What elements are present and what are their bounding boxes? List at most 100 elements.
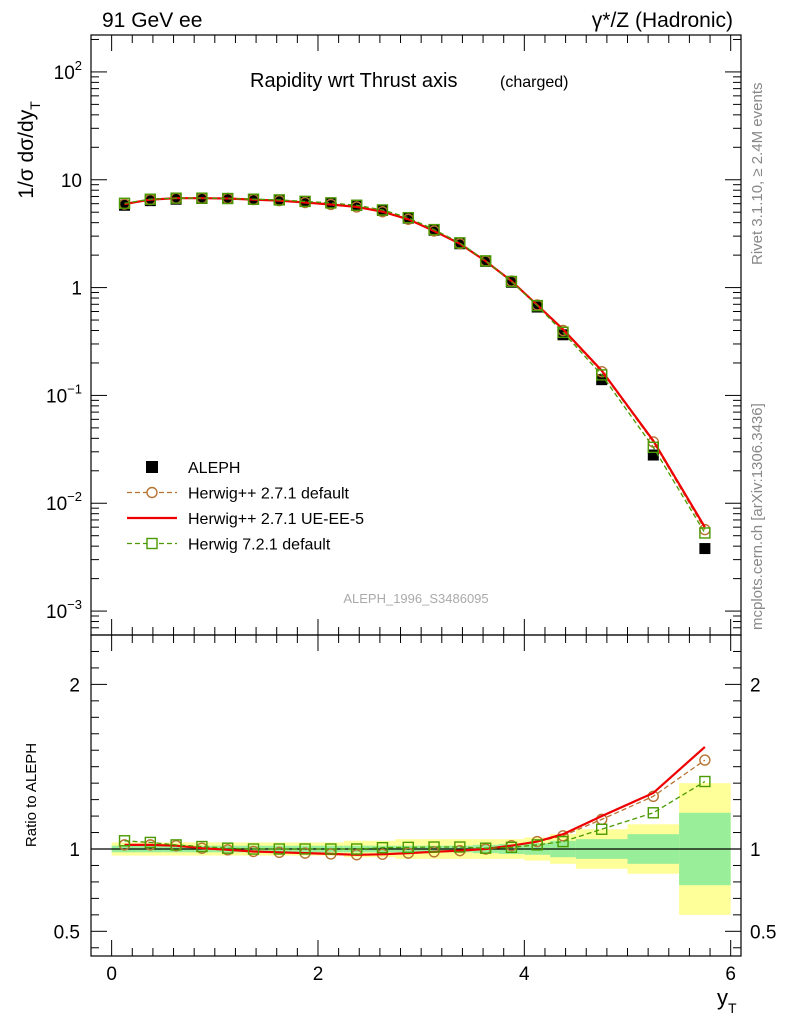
main-title: Rapidity wrt Thrust axis — [250, 70, 457, 92]
data-point — [428, 223, 440, 236]
y-tick-label-base: 10 — [46, 494, 67, 515]
header-left: 91 GeV ee — [102, 9, 202, 32]
legend-label: ALEPH — [188, 460, 240, 477]
ratio-point — [531, 839, 543, 851]
y-tick-label-base: 10 — [46, 602, 67, 623]
legend-marker — [146, 461, 158, 473]
ratio-series-line — [124, 780, 706, 850]
y-tick-label-base: 10 — [54, 63, 75, 84]
ratio-point — [454, 841, 466, 853]
y-tick-label-base: 10 — [61, 171, 82, 192]
ratio-point — [144, 836, 157, 849]
ratio-point — [505, 841, 518, 854]
ratio-series-line — [124, 746, 706, 856]
legend-label: Herwig 7.2.1 default — [188, 537, 331, 554]
data-point — [505, 275, 518, 288]
ratio-point — [479, 842, 492, 854]
ratio-y-tick-label: 2 — [69, 675, 80, 696]
ratio-y-tick-label-right: 0.5 — [750, 922, 776, 943]
y-tick-label-exp: −3 — [67, 597, 82, 612]
x-axis-label-sub: T — [728, 1000, 737, 1016]
data-point — [170, 192, 182, 204]
y-tick-label-base: 10 — [46, 386, 67, 407]
watermark: ALEPH_1996_S3486095 — [343, 591, 488, 606]
ratio-point — [247, 843, 260, 855]
data-point — [144, 193, 157, 205]
series-line — [124, 197, 706, 534]
y-tick-label: 10−1 — [46, 381, 82, 407]
ratio-point — [170, 839, 182, 851]
ratio-point — [699, 775, 711, 788]
y-tick-label-exp: −2 — [67, 489, 82, 504]
data-point — [454, 237, 466, 249]
data-point — [557, 329, 569, 341]
y-tick-label: 1 — [71, 279, 82, 300]
data-point — [531, 299, 543, 312]
ratio-point — [557, 835, 569, 848]
ratio-y-tick-label: 1 — [69, 840, 80, 861]
ratio-panel: 2 2 1 1 0.5 0.5 0 2 4 6 Ratio to ALEPH yT — [23, 634, 776, 1016]
data-point — [557, 326, 569, 338]
ratio-point — [222, 842, 234, 854]
ratio-point — [350, 843, 363, 855]
ratio-axes-layer: 2 2 1 1 0.5 0.5 0 2 4 6 — [54, 635, 776, 985]
y-tick-label-base: 1 — [71, 279, 82, 300]
legend-label: Herwig++ 2.7.1 UE-EE-5 — [188, 511, 364, 528]
x-tick-label: 2 — [313, 964, 324, 985]
ratio-y-tick-label: 0.5 — [54, 922, 80, 943]
ratio-point — [596, 823, 608, 835]
y-tick-label: 102 — [54, 58, 82, 84]
ratio-point — [118, 835, 131, 847]
ratio-point — [325, 843, 337, 855]
legend-marker — [146, 486, 158, 499]
main-series-layer — [118, 192, 711, 555]
ratio-point — [402, 841, 414, 854]
legend-marker — [146, 537, 158, 550]
ratio-point — [647, 807, 660, 819]
ratio-ylabel: Ratio to ALEPH — [23, 743, 40, 847]
data-point — [402, 211, 414, 224]
main-title-suffix: (charged) — [500, 74, 568, 91]
data-point — [196, 192, 208, 204]
series-line — [124, 197, 706, 528]
x-tick-label: 4 — [519, 964, 530, 985]
y-tick-label-exp: −1 — [67, 381, 82, 396]
ratio-series-layer — [118, 746, 711, 861]
rivet-label: Rivet 3.1.10, ≥ 2.4M events — [749, 83, 766, 266]
data-point — [118, 197, 131, 209]
data-point — [376, 204, 389, 216]
y-tick-label: 10−2 — [46, 489, 82, 515]
data-point — [596, 369, 608, 381]
svg-text:yT: yT — [717, 985, 737, 1016]
legend: ALEPH Herwig++ 2.7.1 default Herwig++ 2.7.… — [127, 460, 364, 554]
data-point — [647, 441, 660, 454]
ratio-point — [273, 843, 285, 855]
data-point — [222, 192, 234, 205]
ratio-point — [299, 843, 311, 855]
x-tick-label: 6 — [725, 964, 736, 985]
data-point — [119, 199, 131, 211]
data-point — [479, 255, 492, 267]
data-point — [647, 449, 659, 461]
x-axis-label-text: y — [717, 985, 728, 1010]
main-ylabel-sub: T — [27, 101, 43, 110]
data-point — [325, 197, 337, 209]
data-point — [699, 543, 711, 555]
ratio-point — [428, 841, 440, 853]
ratio-y-tick-label-right: 2 — [750, 675, 761, 696]
data-point — [350, 199, 363, 211]
ratio-bands-layer — [91, 783, 741, 915]
data-point — [299, 195, 311, 208]
svg-text:1/σ dσ/dyT: 1/σ dσ/dyT — [15, 101, 43, 199]
y-tick-label-exp: 2 — [75, 58, 82, 73]
ratio-point — [196, 840, 208, 853]
header-right: γ*/Z (Hadronic) — [592, 9, 733, 32]
ratio-point — [376, 841, 389, 854]
series-line — [124, 197, 706, 530]
ratio-y-tick-label-right: 1 — [750, 840, 761, 861]
data-point — [699, 527, 711, 539]
x-tick-label: 0 — [106, 964, 117, 985]
